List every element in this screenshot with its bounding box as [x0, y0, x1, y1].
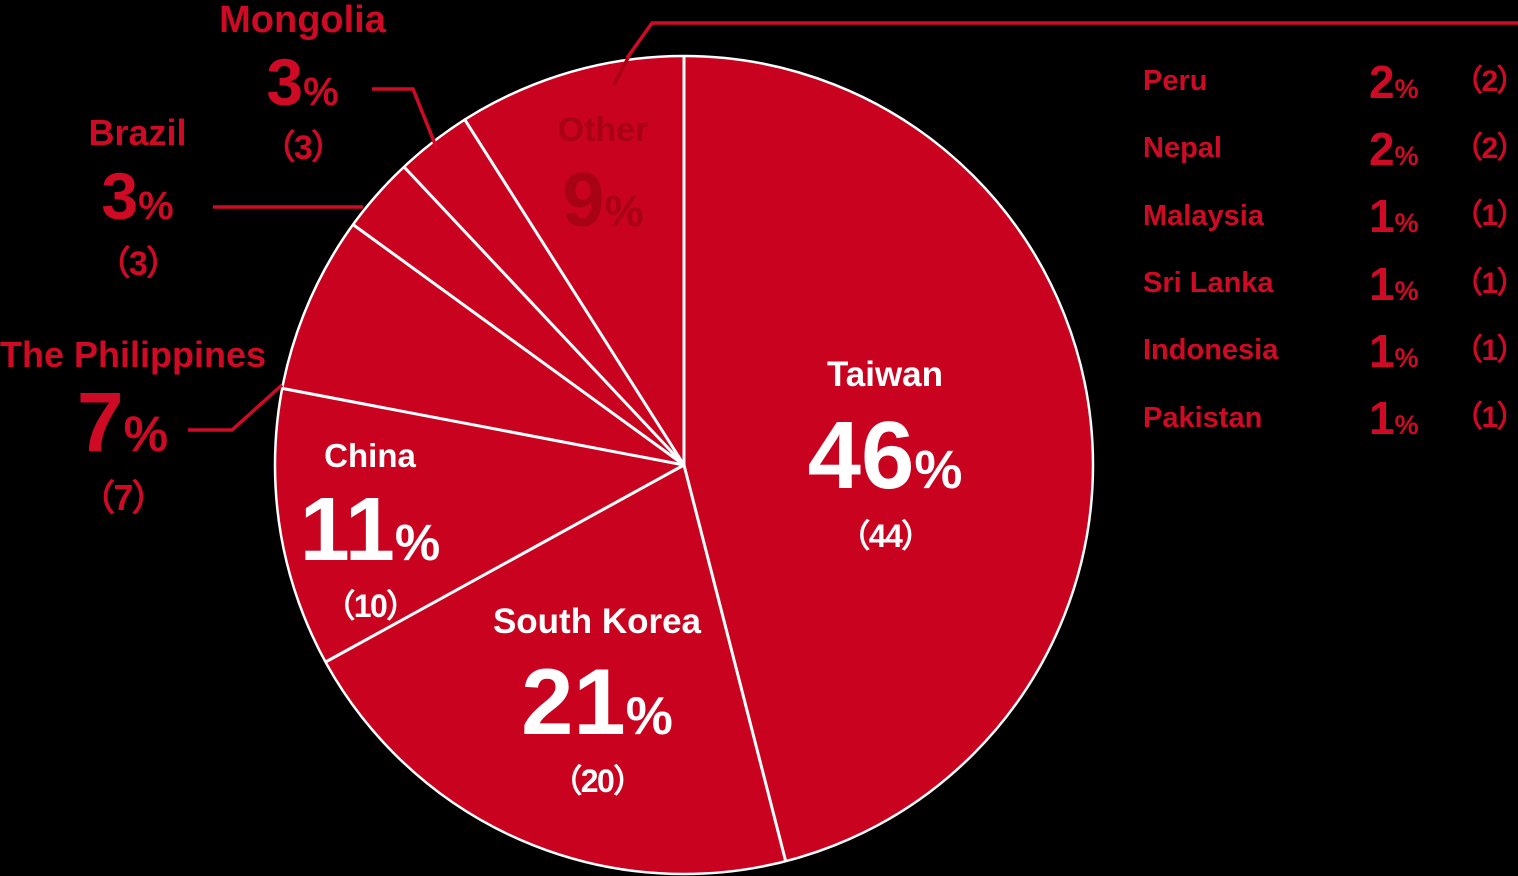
country-percent: 1%: [1369, 190, 1419, 243]
slice-count: （7）: [79, 476, 167, 518]
percent-sign: %: [1394, 208, 1419, 239]
slice-percent: 21%: [521, 648, 673, 754]
slice-boundary-line: [324, 463, 685, 664]
list-item: Pakistan 1% （1）: [1143, 384, 1518, 451]
country-name: Malaysia: [1143, 199, 1264, 232]
country-count: （2）: [1453, 64, 1518, 98]
percent-sign: %: [1394, 140, 1419, 171]
slice-boundary-line: [402, 165, 686, 467]
country-name: Sri Lanka: [1143, 267, 1274, 300]
list-item: Sri Lanka 1% （1）: [1143, 250, 1518, 317]
country-percent: 1%: [1369, 392, 1419, 445]
list-item: Indonesia 1% （1）: [1143, 317, 1518, 384]
slice-boundary-line: [682, 464, 788, 862]
country-percent: 2%: [1369, 55, 1419, 108]
slice-name: China: [324, 437, 416, 474]
slice-count: （10）: [323, 588, 418, 625]
slice-name: South Korea: [492, 602, 702, 641]
country-percent: 2%: [1369, 122, 1419, 175]
percent-sign: %: [1394, 73, 1419, 104]
percent-sign: %: [1394, 410, 1419, 441]
slice-name: Brazil: [88, 112, 187, 153]
slice-count: （20）: [550, 763, 645, 800]
percent-sign: %: [394, 513, 441, 571]
slice-percent: 3%: [266, 45, 339, 120]
slice-percent: 9%: [562, 157, 644, 243]
slice-boundary-line: [463, 118, 686, 466]
slice-boundary-line: [352, 223, 685, 467]
slice-name: Taiwan: [826, 355, 944, 394]
country-count: （1）: [1453, 333, 1518, 367]
country-count: （1）: [1453, 199, 1518, 233]
country-name: Nepal: [1143, 132, 1222, 165]
slice-count: （3）: [96, 244, 181, 283]
philippines-leader-line: [188, 383, 284, 432]
country-count: （2）: [1453, 131, 1518, 165]
list-item: Peru 2% （2）: [1143, 48, 1518, 115]
list-item: Malaysia 1% （1）: [1143, 183, 1518, 250]
country-name: Indonesia: [1143, 334, 1279, 367]
other-breakdown-list: Peru 2% （2） Nepal 2% （2） Malaysia 1% （1） Sri L…: [1143, 48, 1518, 452]
percent-sign: %: [303, 70, 339, 115]
list-item: Nepal 2% （2）: [1143, 115, 1518, 182]
percent-sign: %: [914, 439, 963, 500]
percent-sign: %: [625, 686, 673, 746]
slice-percent: 7%: [76, 374, 169, 469]
percent-sign: %: [138, 183, 174, 228]
mongolia-leader-line: [372, 87, 439, 150]
slice-label-other: Other 9%: [478, 111, 728, 243]
slice-label-brazil: Brazil 3% （3）: [35, 112, 240, 285]
other-leader-line: [625, 21, 1518, 60]
slice-percent: 46%: [807, 401, 963, 509]
slice-label-the-philippines: The Philippines 7% （7）: [0, 334, 267, 521]
country-count: （1）: [1453, 266, 1518, 300]
slice-count: （44）: [838, 517, 933, 554]
country-name: Pakistan: [1143, 401, 1263, 434]
country-percent: 1%: [1369, 324, 1419, 377]
slice-label-china: China 11% （10）: [245, 438, 495, 627]
slice-label-taiwan: Taiwan 46% （44）: [745, 356, 1025, 557]
slice-label-south-korea: South Korea 21% （20）: [452, 603, 742, 802]
other-leader-line-inner: [612, 55, 631, 86]
percent-sign: %: [1394, 342, 1419, 373]
percent-sign: %: [123, 405, 169, 462]
slice-count: （3）: [261, 128, 346, 167]
slice-name: Other: [557, 111, 649, 149]
percent-sign: %: [1394, 275, 1419, 306]
slice-name: The Philippines: [0, 334, 267, 375]
country-count: （1）: [1453, 401, 1518, 435]
slice-name: Mongolia: [219, 0, 386, 41]
slice-percent: 3%: [101, 158, 174, 233]
slice-percent: 11%: [299, 479, 441, 580]
country-percent: 1%: [1369, 257, 1419, 310]
slice-label-mongolia: Mongolia 3% （3）: [200, 0, 405, 169]
slice-boundary-line: [281, 386, 685, 467]
percent-sign: %: [604, 186, 644, 236]
country-name: Peru: [1143, 65, 1208, 98]
